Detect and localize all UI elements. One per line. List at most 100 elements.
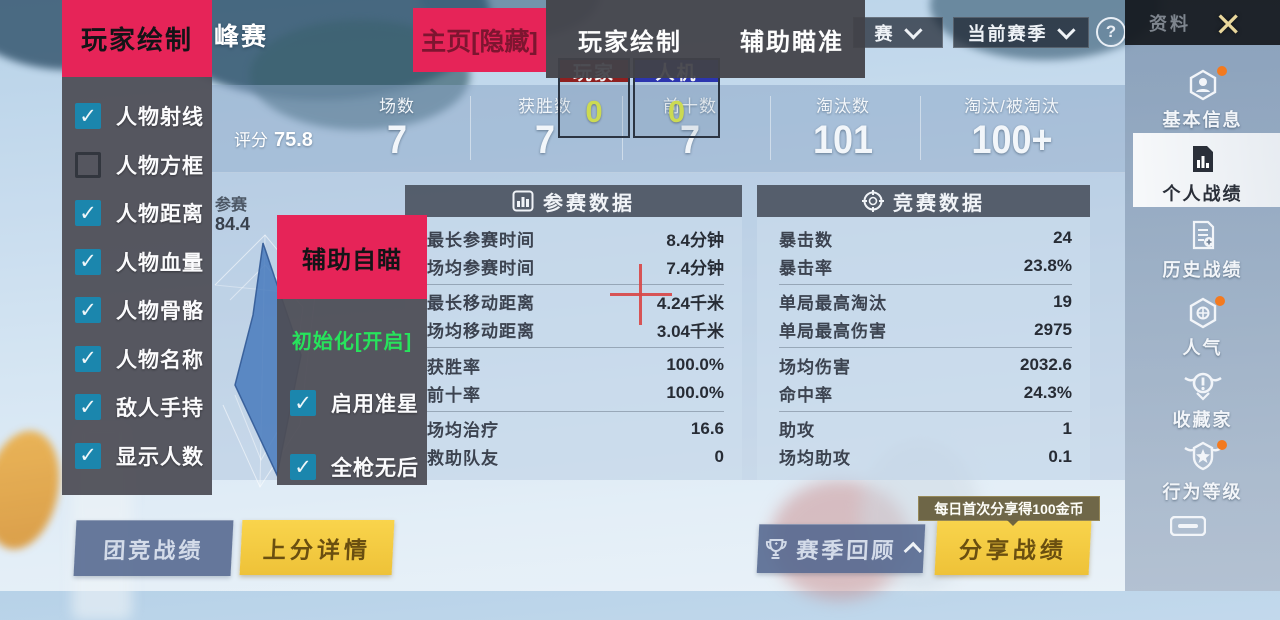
radar-value: 84.4 xyxy=(215,214,251,234)
option-label: 全枪无后 xyxy=(331,457,419,480)
stat-label: 前十数 xyxy=(663,97,717,116)
aim-panel-title: 辅助自瞄 xyxy=(302,246,402,274)
sidebar-item-label: 历史战绩 xyxy=(1162,260,1243,280)
stat-wins: 获胜数 7 xyxy=(470,92,620,161)
stat-top10: 前十数 7 xyxy=(615,92,765,161)
participation-panel: 参赛数据 最长参赛时间 8.4分钟 场均参赛时间 7.4分钟 最长移动距离 4.24千… xyxy=(405,185,742,480)
row-label: 暴击数 xyxy=(779,230,833,250)
sidebar-item-conduct-level[interactable]: 行为等级 xyxy=(1125,440,1280,504)
row-value: 7.4分钟 xyxy=(666,258,724,278)
row-value: 19 xyxy=(1053,291,1072,311)
sidebar-item-label: 人气 xyxy=(1182,338,1223,358)
row-value: 0 xyxy=(714,446,724,466)
tab-esp[interactable]: 玩家绘制 xyxy=(578,28,682,56)
data-row: 场均治疗 16.6 xyxy=(427,416,724,441)
tab-peak-match[interactable]: 峰赛 xyxy=(214,23,269,51)
option-label: 人物射线 xyxy=(116,106,204,130)
esp-option-skeleton[interactable]: 人物骨骼 xyxy=(62,295,212,325)
checkbox-checked[interactable] xyxy=(75,345,101,372)
notification-badge xyxy=(1215,296,1225,306)
row-label: 场均治疗 xyxy=(427,421,499,441)
mode-dropdown[interactable]: 赛 xyxy=(853,17,943,48)
score-value: 75.8 xyxy=(274,129,313,151)
card-icon xyxy=(1170,516,1206,536)
sidebar-item-history-stats[interactable]: 历史战绩 xyxy=(1125,218,1280,282)
row-label: 命中率 xyxy=(779,385,833,405)
target-icon xyxy=(862,190,884,212)
score-label: 评分 xyxy=(234,131,268,150)
season-dropdown[interactable]: 当前赛季 xyxy=(953,17,1089,48)
help-icon[interactable]: ? xyxy=(1096,17,1126,47)
checkbox-checked[interactable] xyxy=(75,248,101,275)
row-label: 最长参赛时间 xyxy=(427,230,535,250)
competition-panel: 竞赛数据 暴击数 24 暴击率 23.8% 单局最高淘汰 19 单局最高伤害 2975 … xyxy=(757,185,1090,480)
season-review-button[interactable]: 赛季回顾 xyxy=(756,524,926,573)
checkbox-checked[interactable] xyxy=(75,200,101,227)
data-row: 场均伤害 2032.6 xyxy=(779,353,1072,378)
home-hide-button[interactable]: 主页[隐藏] xyxy=(413,8,546,72)
row-value: 23.8% xyxy=(1023,256,1072,276)
popularity-icon xyxy=(1189,297,1216,329)
participation-panel-header: 参赛数据 xyxy=(405,185,742,217)
esp-option-name[interactable]: 人物名称 xyxy=(62,344,212,374)
row-label: 场均移动距离 xyxy=(427,322,535,342)
bar-chart-icon xyxy=(512,190,534,212)
data-row: 单局最高淘汰 19 xyxy=(779,289,1072,314)
tab-aim-assist[interactable]: 辅助瞄准 xyxy=(740,28,844,56)
data-row: 场均助攻 0.1 xyxy=(779,444,1072,469)
row-value: 8.4分钟 xyxy=(666,230,724,250)
data-row: 暴击率 23.8% xyxy=(779,254,1072,279)
row-label: 暴击率 xyxy=(779,258,833,278)
trophy-icon xyxy=(766,539,788,559)
stat-value: 7 xyxy=(534,118,556,162)
notification-badge xyxy=(1217,66,1227,76)
competition-panel-header: 竞赛数据 xyxy=(757,185,1090,217)
sidebar-item-personal-stats[interactable]: 个人战绩 xyxy=(1125,142,1280,206)
esp-option-ray[interactable]: 人物射线 xyxy=(62,101,212,131)
option-label: 启用准星 xyxy=(331,393,419,416)
sidebar-item-popularity[interactable]: 人气 xyxy=(1125,296,1280,360)
checkbox-checked[interactable] xyxy=(75,442,101,469)
esp-panel-title: 玩家绘制 xyxy=(80,25,193,55)
chevron-up-icon xyxy=(903,541,922,560)
sidebar-item-label: 基本信息 xyxy=(1162,110,1243,130)
checkbox-checked[interactable] xyxy=(290,454,316,480)
init-status-text[interactable]: 初始化[开启] xyxy=(291,331,413,353)
divider xyxy=(427,283,724,285)
aim-option-norecoil[interactable]: 全枪无后 xyxy=(277,452,427,482)
panel-title: 竞赛数据 xyxy=(893,192,985,215)
sidebar-item-basic-info[interactable]: 基本信息 xyxy=(1125,68,1280,132)
esp-option-distance[interactable]: 人物距离 xyxy=(62,198,212,228)
stat-kd: 淘汰/被淘汰 100+ xyxy=(937,92,1087,161)
esp-option-health[interactable]: 人物血量 xyxy=(62,247,212,277)
checkbox-checked[interactable] xyxy=(75,103,101,130)
esp-option-box[interactable]: 人物方框 xyxy=(62,150,212,180)
team-stats-button[interactable]: 团竞战绩 xyxy=(73,520,234,576)
esp-option-count[interactable]: 显示人数 xyxy=(62,441,212,471)
checkbox-checked[interactable] xyxy=(75,394,101,421)
stat-label: 淘汰/被淘汰 xyxy=(964,97,1060,116)
stat-matches: 场数 7 xyxy=(322,92,472,161)
sidebar-item-collector[interactable]: 收藏家 xyxy=(1125,368,1280,432)
chevron-down-icon xyxy=(1056,21,1076,40)
collector-badge-icon xyxy=(1183,372,1222,401)
row-value: 2975 xyxy=(1034,319,1072,339)
cheat-menu-bar: 玩家绘制 辅助瞄准 xyxy=(546,0,865,78)
data-row: 单局最高伤害 2975 xyxy=(779,317,1072,342)
data-row: 获胜率 100.0% xyxy=(427,353,724,378)
share-stats-button[interactable]: 分享战绩 xyxy=(934,520,1092,575)
aim-option-crosshair[interactable]: 启用准星 xyxy=(277,388,427,418)
row-label: 场均参赛时间 xyxy=(427,258,535,278)
checkbox-checked[interactable] xyxy=(290,390,316,416)
profile-sidebar: 资料 ✕ 基本信息 个人战绩 历史战绩 人气 收藏家 行为等级 xyxy=(1125,0,1280,591)
checkbox-checked[interactable] xyxy=(75,297,101,324)
esp-option-weapon[interactable]: 敌人手持 xyxy=(62,392,212,422)
aim-panel-header[interactable]: 辅助自瞄 xyxy=(277,215,427,299)
bot-counter-value: 0 xyxy=(667,94,686,129)
rank-detail-button[interactable]: 上分详情 xyxy=(239,520,395,575)
checkbox-unchecked[interactable] xyxy=(75,151,101,178)
esp-panel-header[interactable]: 玩家绘制 xyxy=(62,0,212,77)
close-icon[interactable]: ✕ xyxy=(1214,6,1242,43)
aim-assist-overlay-panel: 辅助自瞄 初始化[开启] 启用准星 全枪无后 xyxy=(277,215,427,485)
esp-panel-body: 人物射线 人物方框 人物距离 人物血量 人物骨骼 人物名称 敌人手持 显示人数 xyxy=(62,77,212,495)
